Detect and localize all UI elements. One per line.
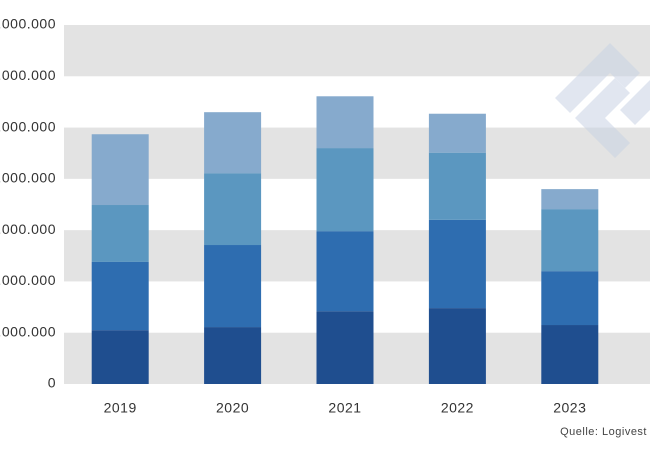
bar-segment [204, 173, 262, 246]
bar-segment [91, 330, 149, 384]
x-tick-label: 2021 [328, 400, 361, 416]
bar-segment [541, 189, 599, 210]
y-tick-label: 7.000.000 [0, 16, 56, 32]
bar-segment [428, 113, 486, 153]
bar-segment [541, 271, 599, 326]
bar-segment [91, 205, 149, 262]
y-tick-label: 1.000.000 [0, 323, 56, 339]
bar-segment [428, 308, 486, 384]
bar-segment [91, 261, 149, 331]
bar-segment [541, 209, 599, 272]
bar-segment [316, 96, 374, 149]
y-tick-label: 6.000.000 [0, 67, 56, 83]
y-tick-label: 3.000.000 [0, 221, 56, 237]
bar-segment [316, 148, 374, 232]
y-tick-label: 4.000.000 [0, 170, 56, 186]
bar-segment [204, 112, 262, 174]
bar-segment [204, 245, 262, 328]
bar-segment [541, 325, 599, 384]
bar-segment [316, 311, 374, 384]
bar-segment [316, 231, 374, 312]
y-tick-label: 5.000.000 [0, 118, 56, 134]
y-tick-label: 2.000.000 [0, 272, 56, 288]
x-tick-label: 2020 [216, 400, 249, 416]
grid-band [64, 25, 650, 77]
bar-segment [428, 219, 486, 309]
x-tick-label: 2022 [441, 400, 474, 416]
bar-segment [428, 152, 486, 220]
x-tick-label: 2023 [553, 400, 586, 416]
x-tick-label: 2019 [104, 400, 137, 416]
y-tick-label: 0 [48, 375, 56, 391]
bar-segment [91, 134, 149, 206]
bar-segment [204, 327, 262, 384]
source-note: Quelle: Logivest [560, 426, 647, 438]
watermark-logo [555, 43, 650, 158]
